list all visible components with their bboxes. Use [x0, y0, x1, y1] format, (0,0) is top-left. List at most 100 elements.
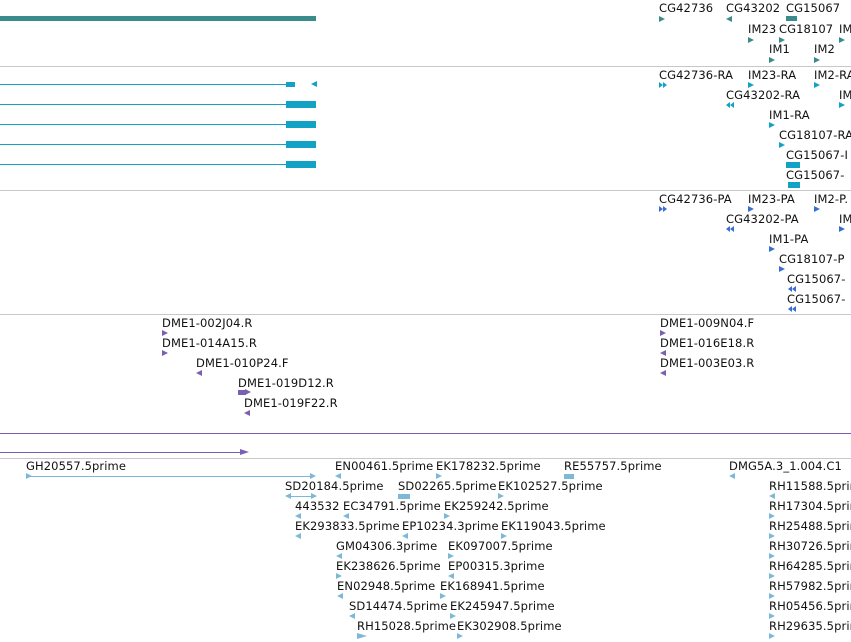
- transcript-exon[interactable]: [286, 101, 316, 108]
- est-glyph[interactable]: [729, 473, 735, 479]
- protein-glyph[interactable]: [769, 246, 775, 252]
- clone-glyph[interactable]: [244, 410, 250, 416]
- est-glyph[interactable]: [295, 513, 301, 519]
- clone-glyph[interactable]: [162, 350, 168, 356]
- est-label[interactable]: 443532: [295, 499, 340, 513]
- gene-label[interactable]: CG18107: [779, 22, 834, 36]
- est-glyph[interactable]: [498, 493, 504, 499]
- est-glyph[interactable]: [337, 593, 343, 599]
- est-glyph[interactable]: [26, 473, 32, 479]
- gene-label[interactable]: IM2: [814, 42, 835, 56]
- est-glyph[interactable]: [349, 613, 355, 619]
- clone-label[interactable]: DME1-010P24.F: [196, 356, 289, 370]
- est-label[interactable]: EK097007.5prime: [448, 539, 553, 553]
- transcript-glyph[interactable]: [769, 122, 775, 128]
- est-glyph[interactable]: [335, 473, 341, 479]
- protein-label[interactable]: CG15067-: [787, 292, 846, 306]
- est-glyph[interactable]: [336, 553, 342, 559]
- transcript-label[interactable]: CG43202-RA: [726, 88, 801, 102]
- protein-label[interactable]: IM2-P.: [814, 192, 849, 206]
- est-label[interactable]: RH15028.5prime: [357, 619, 457, 633]
- transcript-label[interactable]: IM1-RA: [769, 108, 810, 122]
- est-glyph[interactable]: [448, 553, 454, 559]
- est-glyph[interactable]: [357, 633, 367, 639]
- est-label[interactable]: GH20557.5prime: [26, 459, 127, 473]
- est-label[interactable]: EK293833.5prime: [295, 519, 400, 533]
- clone-label[interactable]: DME1-009N04.F: [660, 316, 755, 330]
- est-glyph[interactable]: [457, 633, 463, 639]
- transcript-exon[interactable]: [786, 162, 800, 168]
- transcript-glyph[interactable]: [839, 102, 845, 108]
- gene-label[interactable]: CG15067: [786, 1, 841, 15]
- transcript-label[interactable]: CG15067-: [786, 168, 845, 182]
- protein-label[interactable]: CG42736-PA: [659, 192, 732, 206]
- transcript-label[interactable]: CG15067-I: [786, 148, 848, 162]
- est-glyph[interactable]: [311, 493, 317, 499]
- est-label[interactable]: RH17304.5prime: [769, 499, 851, 513]
- protein-label[interactable]: IM1-PA: [769, 232, 809, 246]
- protein-glyph[interactable]: [788, 306, 796, 312]
- est-glyph[interactable]: [285, 493, 291, 499]
- est-label[interactable]: EK245947.5prime: [450, 599, 555, 613]
- gene-glyph[interactable]: [726, 16, 732, 22]
- protein-glyph[interactable]: [779, 266, 785, 272]
- clone-feature[interactable]: [238, 390, 246, 395]
- est-glyph[interactable]: [402, 533, 408, 539]
- est-glyph[interactable]: [440, 593, 446, 599]
- clone-glyph[interactable]: [240, 449, 249, 455]
- protein-label[interactable]: IM23-PA: [748, 192, 795, 206]
- clone-glyph[interactable]: [196, 370, 202, 376]
- est-glyph[interactable]: [295, 533, 301, 539]
- est-label[interactable]: SD20184.5prime: [285, 479, 384, 493]
- clone-label[interactable]: DME1-003E03.R: [660, 356, 755, 370]
- est-label[interactable]: DMG5A.3_1.004.C1: [729, 459, 842, 473]
- transcript-glyph[interactable]: [659, 82, 667, 88]
- clone-glyph[interactable]: [660, 350, 666, 356]
- gene-glyph[interactable]: [659, 16, 665, 22]
- gene-glyph[interactable]: [748, 37, 754, 43]
- est-glyph[interactable]: [450, 613, 456, 619]
- clone-label[interactable]: DME1-014A15.R: [162, 336, 257, 350]
- est-glyph[interactable]: [336, 573, 342, 579]
- est-glyph[interactable]: [436, 473, 442, 479]
- est-label[interactable]: RE55757.5prime: [564, 459, 662, 473]
- clone-glyph[interactable]: [245, 389, 251, 395]
- protein-glyph[interactable]: [814, 206, 820, 212]
- est-label[interactable]: EK119043.5prime: [501, 519, 606, 533]
- transcript-exon[interactable]: [286, 121, 316, 128]
- est-label[interactable]: RH05456.5prime: [769, 599, 851, 613]
- transcript-exon[interactable]: [286, 82, 295, 87]
- est-glyph[interactable]: [310, 473, 316, 479]
- gene-label[interactable]: IM23: [748, 22, 777, 36]
- est-label[interactable]: EK302908.5prime: [457, 619, 562, 633]
- est-glyph[interactable]: [769, 513, 775, 519]
- transcript-label[interactable]: IM23-RA: [748, 68, 797, 82]
- est-label[interactable]: EN00461.5prime: [335, 459, 434, 473]
- protein-glyph[interactable]: [748, 206, 754, 212]
- clone-label[interactable]: DME1-019D12.R: [238, 376, 334, 390]
- est-glyph[interactable]: [769, 533, 775, 539]
- est-label[interactable]: EK168941.5prime: [440, 579, 545, 593]
- est-glyph[interactable]: [769, 593, 775, 599]
- est-label[interactable]: GM04306.3prime: [336, 539, 438, 553]
- transcript-exon[interactable]: [788, 182, 800, 188]
- gene-glyph[interactable]: [814, 57, 820, 63]
- est-label[interactable]: RH25488.5prime: [769, 519, 851, 533]
- transcript-end-glyph[interactable]: [311, 81, 317, 87]
- est-glyph[interactable]: [769, 613, 775, 619]
- transcript-exon[interactable]: [286, 161, 316, 168]
- est-glyph[interactable]: [343, 513, 349, 519]
- gene-label[interactable]: CG42736: [659, 1, 714, 15]
- clone-glyph[interactable]: [660, 370, 666, 376]
- gene-glyph[interactable]: [839, 37, 845, 43]
- gene-label[interactable]: IM: [839, 22, 851, 36]
- est-label[interactable]: RH29635.5prime: [769, 619, 851, 633]
- transcript-glyph[interactable]: [814, 82, 820, 88]
- est-label[interactable]: SD14474.5prime: [349, 599, 448, 613]
- protein-glyph[interactable]: [659, 206, 667, 212]
- est-glyph[interactable]: [769, 633, 775, 639]
- gene-feature-bar[interactable]: [0, 16, 316, 21]
- est-label[interactable]: EP00315.3prime: [448, 559, 545, 573]
- est-feature[interactable]: [564, 474, 574, 479]
- est-glyph[interactable]: [501, 533, 507, 539]
